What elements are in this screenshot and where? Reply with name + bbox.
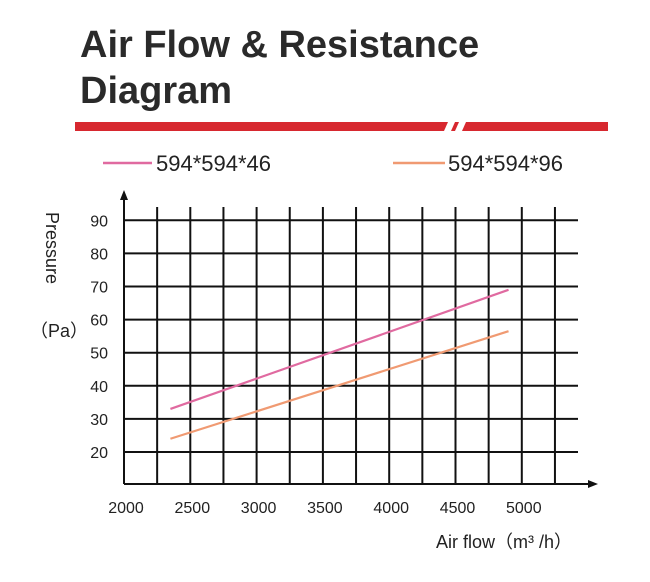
- y-axis-label: Pressure: [42, 212, 62, 284]
- legend: 594*594*46 594*594*96: [103, 151, 563, 176]
- x-tick-labels: 2000 2500 3000 3500 4000 4500 5000: [108, 500, 541, 517]
- x-tick-label: 4500: [440, 500, 476, 517]
- grid: [124, 207, 578, 484]
- y-axis-unit: （Pa）: [30, 321, 88, 341]
- legend-label-series-2: 594*594*96: [448, 151, 563, 176]
- y-tick-label: 90: [90, 213, 108, 230]
- series-line-2: [170, 330, 509, 440]
- x-tick-label: 2500: [175, 500, 211, 517]
- x-axis-arrow: [588, 480, 598, 488]
- y-tick-label: 70: [90, 280, 108, 297]
- axes: [120, 190, 598, 488]
- x-tick-label: 4000: [373, 500, 409, 517]
- x-axis-label: Air flow（m³ /h）: [436, 532, 572, 552]
- y-tick-label: 20: [90, 445, 108, 462]
- y-tick-label: 50: [90, 346, 108, 363]
- y-tick-label: 80: [90, 246, 108, 263]
- x-tick-label: 3000: [241, 500, 277, 517]
- y-tick-label: 30: [90, 412, 108, 429]
- legend-label-series-1: 594*594*46: [156, 151, 271, 176]
- title-underline-bar: [75, 122, 608, 131]
- series-lines: [170, 288, 509, 440]
- x-tick-label: 5000: [506, 500, 542, 517]
- y-tick-labels: 20 30 40 50 60 70 80 90: [90, 213, 108, 462]
- series-line-1: [170, 288, 509, 411]
- y-axis-arrow: [120, 190, 128, 200]
- page-title: Air Flow & Resistance Diagram: [80, 24, 480, 112]
- y-tick-label: 40: [90, 379, 108, 396]
- y-tick-label: 60: [90, 313, 108, 330]
- x-tick-label: 3500: [307, 500, 343, 517]
- x-tick-label: 2000: [108, 500, 144, 517]
